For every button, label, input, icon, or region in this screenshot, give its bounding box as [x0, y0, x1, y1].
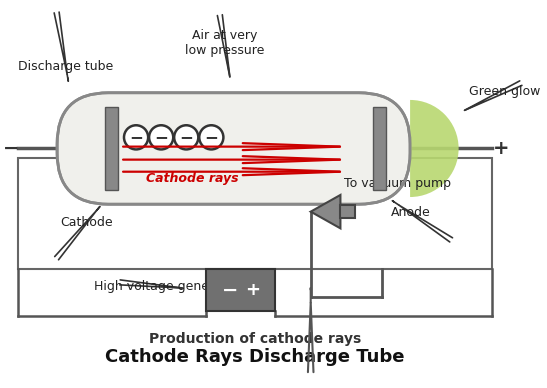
- Text: Green glow: Green glow: [464, 81, 540, 110]
- Text: −: −: [222, 281, 238, 300]
- Text: Cathode rays: Cathode rays: [146, 172, 239, 185]
- Bar: [106, 107, 119, 190]
- Text: Cathode: Cathode: [55, 206, 113, 260]
- Text: Anode: Anode: [391, 201, 452, 242]
- Text: +: +: [493, 139, 509, 158]
- Circle shape: [174, 125, 199, 149]
- Text: Cathode Rays Discharge Tube: Cathode Rays Discharge Tube: [105, 348, 405, 367]
- Circle shape: [124, 125, 148, 149]
- Text: Air at very
low pressure: Air at very low pressure: [185, 15, 264, 77]
- Bar: [373, 107, 386, 190]
- Text: High voltage generator: High voltage generator: [94, 280, 240, 293]
- Bar: [18, 158, 492, 269]
- Text: Discharge tube: Discharge tube: [18, 12, 113, 81]
- FancyBboxPatch shape: [57, 93, 410, 204]
- Text: −: −: [129, 128, 143, 146]
- Circle shape: [199, 125, 223, 149]
- Bar: [206, 269, 275, 311]
- Wedge shape: [410, 100, 458, 197]
- Text: +: +: [246, 281, 260, 299]
- Text: −: −: [179, 128, 193, 146]
- Bar: [340, 205, 356, 218]
- Circle shape: [149, 125, 173, 149]
- Polygon shape: [311, 195, 340, 229]
- Text: −: −: [205, 128, 218, 146]
- Text: Production of cathode rays: Production of cathode rays: [149, 332, 361, 346]
- Text: −: −: [3, 139, 19, 158]
- Text: −: −: [154, 128, 168, 146]
- Text: To vacuum pump: To vacuum pump: [344, 177, 451, 190]
